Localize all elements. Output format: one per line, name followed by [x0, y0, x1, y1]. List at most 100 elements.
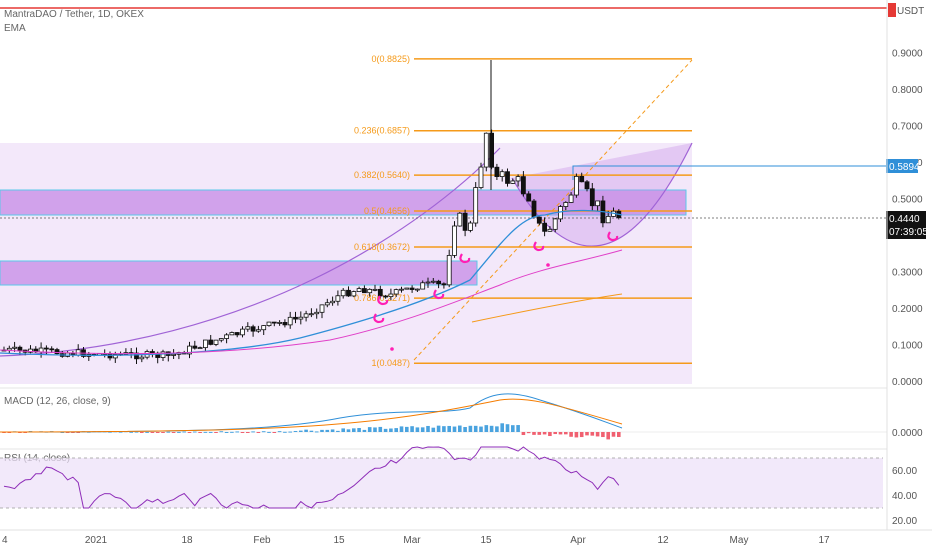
macd-bar — [484, 425, 489, 432]
pink-marker — [607, 231, 619, 242]
annotation-markers — [373, 231, 619, 351]
candle-body — [335, 295, 341, 302]
candle-body — [308, 313, 314, 316]
candle-body — [388, 293, 394, 298]
signal-line — [0, 398, 623, 433]
fib-level-label: 1(0.0487) — [371, 358, 410, 368]
candle-body — [187, 345, 192, 355]
time-tick-label: Mar — [403, 535, 421, 546]
macd-bar — [60, 431, 65, 433]
macd-bar — [177, 431, 181, 433]
candle-body — [430, 280, 436, 283]
candle-body — [536, 216, 542, 224]
parabolic-curve — [0, 147, 501, 357]
candle-body — [319, 304, 325, 313]
macd-bar — [357, 428, 361, 432]
fibonacci-retracement[interactable]: 0(0.8825) 0.236(0.6857) 0.382(0.5640) 0.5(0… — [354, 54, 692, 368]
candle-body — [298, 316, 304, 320]
ema-orange-line — [471, 293, 623, 323]
pink-marker — [459, 253, 471, 264]
macd-bar — [431, 427, 436, 432]
fib-level-label: 0.236(0.6857) — [354, 126, 410, 136]
currency-label: USDT — [897, 6, 924, 17]
macd-bar — [420, 427, 425, 432]
last-price-tag: 0.4440 07:39:05 — [886, 211, 928, 239]
macd-bar — [373, 427, 377, 432]
macd-bar — [129, 431, 133, 433]
macd-bar — [214, 432, 218, 433]
macd-bar — [325, 429, 330, 432]
candle-body — [277, 322, 283, 324]
macd-bar — [526, 432, 531, 434]
candle-body — [547, 228, 553, 232]
macd-bar — [277, 431, 282, 433]
candle-body — [361, 288, 367, 294]
candle-body — [399, 288, 404, 291]
macd-bar — [405, 426, 409, 432]
candle-body — [595, 200, 600, 207]
price-tick-label: 0.1000 — [892, 341, 923, 352]
macd-bar — [574, 432, 579, 438]
macd-bar — [134, 431, 139, 433]
candle-body — [224, 334, 230, 339]
candle-body — [462, 212, 468, 231]
macd-bar — [505, 424, 510, 432]
candle-body — [563, 202, 569, 207]
candle-body — [245, 326, 251, 330]
macd-bar — [537, 432, 542, 435]
candle-body — [240, 328, 245, 336]
price-tick-label: 0.9000 — [892, 49, 923, 60]
candle-body — [478, 166, 484, 188]
countdown-label: 07:39:05 — [889, 227, 928, 238]
macd-bar — [18, 432, 22, 433]
candle-body — [377, 288, 383, 297]
candle-body — [446, 255, 452, 286]
macd-bar — [479, 426, 483, 432]
macd-bar — [468, 425, 473, 432]
fib-trend-line — [413, 59, 693, 361]
macd-zero-tick: 0.0000 — [892, 428, 923, 439]
rsi-tick-40: 40.00 — [892, 491, 917, 502]
candle-body — [75, 349, 81, 356]
macd-bar — [182, 431, 186, 433]
macd-bar — [495, 426, 499, 432]
macd-bar — [314, 431, 319, 433]
macd-bar — [171, 432, 176, 433]
indicator-label: EMA — [4, 23, 26, 34]
pink-marker — [373, 313, 385, 324]
macd-bar — [436, 425, 441, 432]
candle-body — [282, 322, 288, 326]
candle-body — [457, 212, 463, 227]
candle-body — [404, 287, 410, 290]
rsi-line — [3, 446, 620, 509]
time-tick-label: 18 — [181, 535, 193, 546]
pink-dot — [390, 347, 394, 351]
macd-bar — [187, 432, 192, 433]
red-marker — [888, 3, 896, 17]
macd-bar — [611, 432, 616, 437]
candle-body — [574, 176, 579, 196]
macd-bar — [161, 432, 165, 433]
zones-layer — [0, 59, 887, 384]
fib-level-label: 0.786(0.2271) — [354, 293, 410, 303]
candle-body — [499, 171, 505, 177]
macd-bar — [579, 432, 584, 438]
macd-bar — [309, 430, 314, 432]
macd-bar — [166, 431, 171, 433]
price-tick-label: 0.3000 — [892, 268, 923, 279]
candle-body — [372, 288, 378, 291]
macd-bar — [532, 432, 536, 435]
candle-body — [293, 316, 298, 320]
macd-bar — [516, 425, 520, 432]
candle-body — [467, 222, 473, 231]
macd-bar — [299, 430, 303, 432]
time-tick-label: 15 — [333, 535, 345, 546]
candle-body — [521, 176, 526, 195]
candle-body — [139, 356, 145, 360]
candle-body — [12, 346, 18, 349]
candle-body — [425, 281, 431, 284]
macd-bar — [145, 431, 149, 433]
macd-bar — [553, 432, 557, 435]
macd-bar — [155, 432, 160, 433]
